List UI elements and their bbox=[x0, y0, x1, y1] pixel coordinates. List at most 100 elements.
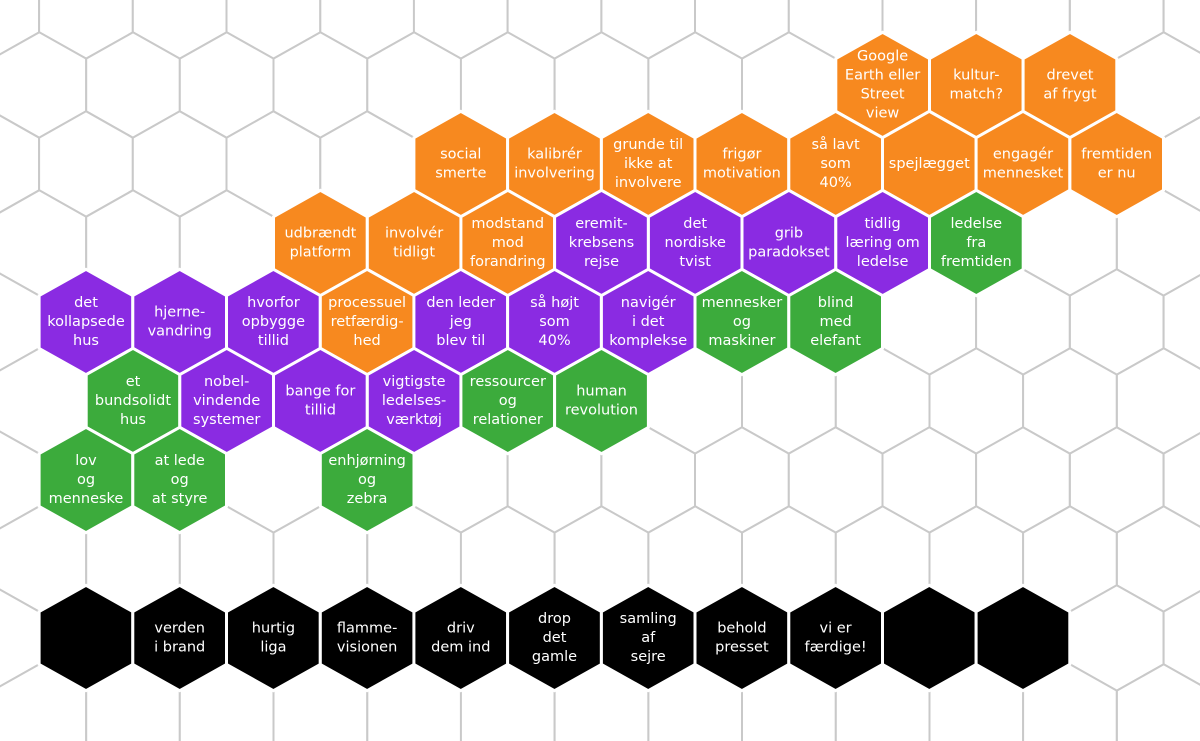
hex-label-line: grunde til bbox=[613, 137, 683, 153]
hex-label: et bundsolidt hus bbox=[95, 374, 171, 428]
hex-label-line: ledelse bbox=[951, 216, 1003, 232]
hex-label-line: ledelse bbox=[857, 254, 909, 270]
hex-cell: mennesker og maskiner bbox=[693, 267, 791, 377]
hex-label: tidlig læring om ledelse bbox=[845, 216, 919, 270]
hex-label: kalibrér involvering bbox=[514, 147, 595, 182]
hex-label: human revolution bbox=[565, 384, 638, 419]
hex-label-line: revolution bbox=[565, 403, 638, 419]
hex-label-line: liga bbox=[260, 640, 286, 656]
hex-label: mennesker og maskiner bbox=[702, 295, 783, 349]
hex-label-line: hus bbox=[120, 412, 146, 428]
hex-label-line: relationer bbox=[473, 412, 543, 428]
hex-cell: human revolution bbox=[553, 346, 650, 456]
hex-label-line: fremtiden bbox=[941, 254, 1012, 270]
hex-tile bbox=[318, 425, 416, 535]
hex-label-line: blind bbox=[818, 295, 854, 311]
hex-label-line: engagér bbox=[993, 147, 1053, 163]
hex-label-line: og bbox=[77, 472, 95, 488]
hex-label-line: at styre bbox=[152, 491, 208, 507]
hex-label-line: rejse bbox=[584, 254, 619, 270]
hex-label: bange for tillid bbox=[285, 384, 355, 419]
hex-label-line: zebra bbox=[347, 491, 388, 507]
hex-cell: ledelse fra fremtiden bbox=[928, 188, 1025, 298]
hex-label-line: af frygt bbox=[1043, 87, 1096, 103]
hex-tile bbox=[787, 267, 884, 377]
hex-label-line: et bbox=[126, 374, 141, 390]
hex-label: social smerte bbox=[435, 147, 486, 182]
hex-label-line: driv bbox=[447, 621, 475, 637]
hex-label: navigér i det komplekse bbox=[609, 295, 687, 349]
hex-label-line: tidligt bbox=[393, 245, 435, 261]
hex-label-line: færdige! bbox=[804, 640, 866, 656]
hex-label-line: ressourcer bbox=[470, 374, 546, 390]
hex-label-line: flamme- bbox=[337, 621, 397, 637]
hex-label-line: komplekse bbox=[609, 333, 687, 349]
hex-label-line: involvér bbox=[385, 226, 443, 242]
hex-label: drevet af frygt bbox=[1043, 68, 1096, 103]
hex-tile bbox=[974, 583, 1072, 693]
grid-hex bbox=[1162, 273, 1200, 371]
hex-label: det kollapsede hus bbox=[47, 295, 125, 349]
hex-label-line: udbrændt bbox=[284, 226, 356, 242]
hex-cell: tidlig læring om ledelse bbox=[834, 188, 931, 298]
hex-label-line: det bbox=[683, 216, 707, 232]
grid-hex bbox=[0, 0, 41, 56]
hex-label-line: maskiner bbox=[708, 333, 775, 349]
hex-cell: drevet af frygt bbox=[1021, 30, 1119, 140]
hex-label-line: kollapsede bbox=[47, 314, 125, 330]
hex-cell: vigtigste ledelses-værktøj bbox=[365, 346, 463, 456]
hex-label-line: human bbox=[576, 384, 627, 400]
hex-label-line: involvering bbox=[514, 166, 595, 182]
hex-tile bbox=[928, 188, 1025, 298]
hex-label: engagér mennesket bbox=[983, 147, 1064, 182]
hex-label-line: så højt bbox=[530, 294, 579, 311]
hex-label-line: navigér bbox=[621, 295, 676, 311]
hex-label-line: jeg bbox=[449, 314, 472, 330]
hex-label-line: værktøj bbox=[386, 412, 442, 428]
hex-cell: engagér mennesket bbox=[974, 109, 1072, 219]
hex-label-line: match? bbox=[950, 87, 1004, 103]
hex-label-line: gamle bbox=[532, 649, 577, 665]
hex-label-line: at lede bbox=[155, 453, 205, 469]
grid-hex bbox=[1162, 431, 1200, 529]
hex-label-line: det bbox=[543, 630, 567, 646]
hex-label: det nordiske tvist bbox=[665, 216, 726, 270]
hex-label: modstand mod forandring bbox=[470, 216, 546, 270]
hex-cell: verden i brand bbox=[131, 583, 228, 693]
hex-label-line: dem ind bbox=[431, 640, 490, 656]
hex-label-line: og bbox=[733, 314, 751, 330]
hex-cell: hjerne-vandring bbox=[131, 267, 228, 377]
hex-label: ressourcer og relationer bbox=[470, 374, 546, 428]
hex-label-line: 40% bbox=[819, 175, 851, 191]
hex-label: den leder jeg blev til bbox=[426, 295, 495, 349]
hex-label-line: og bbox=[358, 472, 376, 488]
hex-label-line: læring om bbox=[845, 235, 919, 251]
hex-label-line: med bbox=[819, 314, 851, 330]
hex-label-line: mennesker bbox=[702, 295, 783, 311]
hex-tile bbox=[553, 346, 650, 456]
hex-label-line: samling bbox=[620, 611, 677, 627]
hex-label-line: spejlægget bbox=[889, 156, 970, 172]
hex-label: samling af sejre bbox=[620, 611, 677, 665]
hex-label-line: i det bbox=[632, 314, 665, 330]
hex-label-line: kalibrér bbox=[527, 147, 582, 163]
hex-label-line: behold bbox=[717, 621, 766, 637]
grid-hex bbox=[1162, 589, 1200, 687]
hex-label-line: hed bbox=[353, 333, 380, 349]
hex-label-line: og bbox=[171, 472, 189, 488]
hex-label-line: grib bbox=[775, 226, 803, 242]
hex-cell: den leder jeg blev til bbox=[412, 267, 510, 377]
hex-label-line: processuel bbox=[328, 295, 406, 311]
hex-cell: fremtiden er nu bbox=[1068, 109, 1165, 219]
hex-cell: udbrændt platform bbox=[272, 188, 369, 298]
hex-label-line: involvere bbox=[615, 175, 682, 191]
hex-label-line: forandring bbox=[470, 254, 546, 270]
hex-cell: at lede og at styre bbox=[131, 425, 228, 535]
hex-cell: involvér tidligt bbox=[365, 188, 463, 298]
hex-label: driv dem ind bbox=[431, 621, 490, 656]
hex-label-line: Street bbox=[861, 87, 905, 103]
hex-label: grunde til ikke at involvere bbox=[613, 137, 683, 191]
hex-cell: enhjørning og zebra bbox=[318, 425, 416, 535]
